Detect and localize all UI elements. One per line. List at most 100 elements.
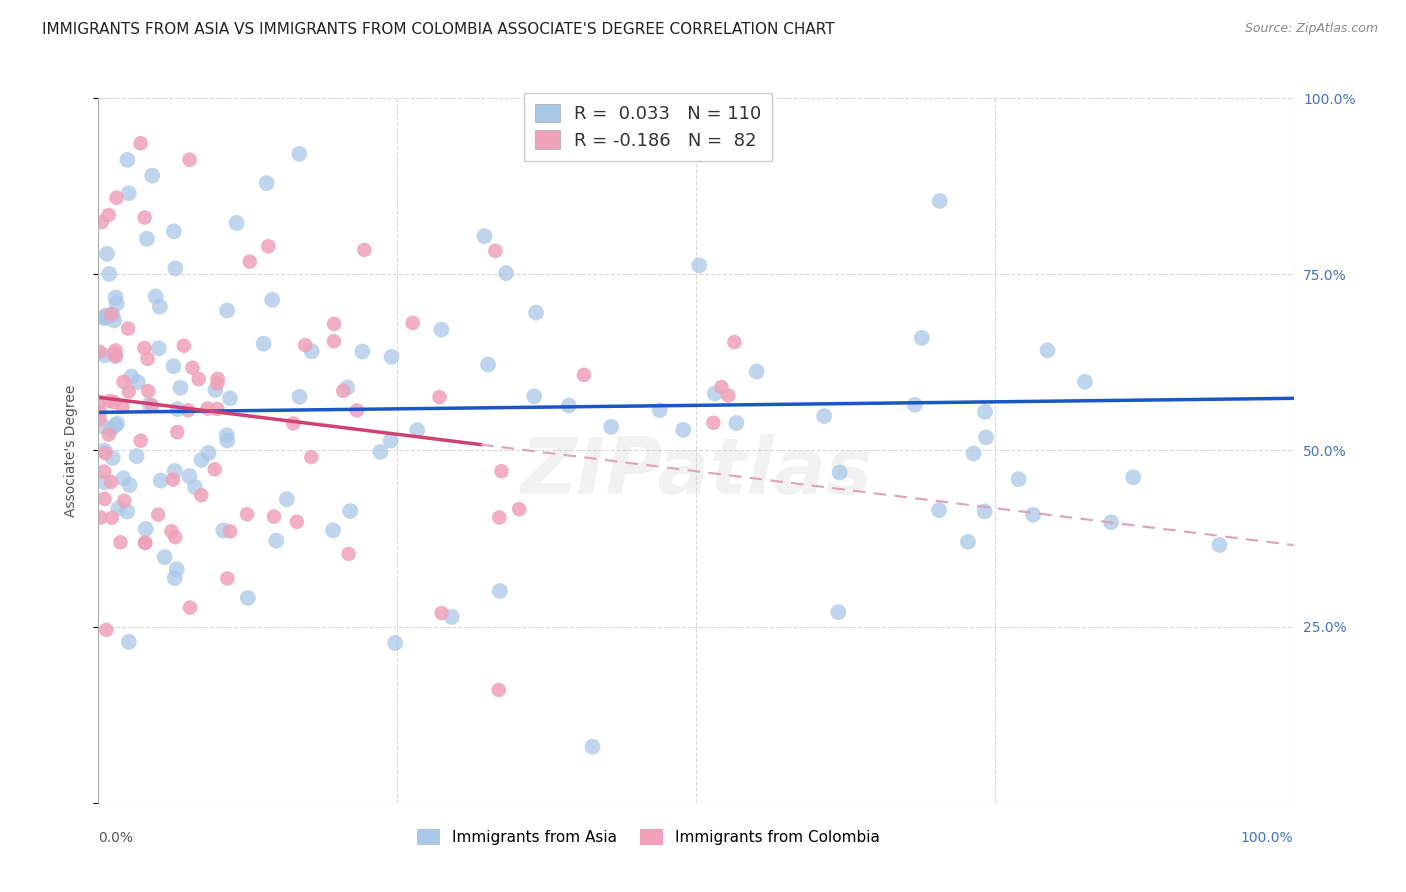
Point xyxy=(430,606,453,620)
Point xyxy=(166,402,188,417)
Point xyxy=(339,504,361,518)
Point xyxy=(93,311,115,326)
Point xyxy=(105,296,128,310)
Point xyxy=(104,290,127,304)
Point xyxy=(89,395,111,409)
Point xyxy=(301,344,323,359)
Point xyxy=(215,428,238,442)
Point xyxy=(813,409,835,423)
Point xyxy=(89,412,111,426)
Point xyxy=(252,336,274,351)
Point xyxy=(600,420,623,434)
Point xyxy=(217,303,239,318)
Point xyxy=(96,623,118,637)
Point xyxy=(93,491,115,506)
Point xyxy=(207,401,229,416)
Point xyxy=(337,547,360,561)
Point xyxy=(103,347,125,361)
Point xyxy=(1208,538,1230,552)
Point xyxy=(299,450,322,464)
Point xyxy=(163,224,186,238)
Point xyxy=(96,247,118,261)
Point xyxy=(495,266,517,280)
Point xyxy=(332,384,354,398)
Point xyxy=(911,331,934,345)
Point xyxy=(489,584,512,599)
Point xyxy=(115,504,138,518)
Point xyxy=(129,434,152,448)
Point xyxy=(125,449,148,463)
Y-axis label: Associate's Degree: Associate's Degree xyxy=(63,384,77,516)
Point xyxy=(134,536,156,550)
Point xyxy=(236,591,259,605)
Point xyxy=(648,403,671,417)
Point xyxy=(346,403,368,417)
Point xyxy=(117,153,139,167)
Point xyxy=(90,215,112,229)
Point xyxy=(190,488,212,502)
Point xyxy=(239,254,262,268)
Point xyxy=(956,534,979,549)
Legend: Immigrants from Asia, Immigrants from Colombia: Immigrants from Asia, Immigrants from Co… xyxy=(411,823,886,852)
Point xyxy=(484,244,506,258)
Point xyxy=(110,535,132,549)
Point xyxy=(323,317,346,331)
Point xyxy=(149,474,172,488)
Point xyxy=(184,480,207,494)
Point xyxy=(219,524,242,539)
Point xyxy=(827,605,849,619)
Point xyxy=(181,360,204,375)
Point xyxy=(828,466,851,480)
Point xyxy=(1074,375,1097,389)
Point xyxy=(118,384,141,399)
Point xyxy=(93,475,115,489)
Point xyxy=(112,375,135,389)
Point xyxy=(288,147,311,161)
Point xyxy=(491,464,513,478)
Point xyxy=(163,571,186,585)
Point xyxy=(352,344,374,359)
Point xyxy=(120,369,142,384)
Point xyxy=(100,423,122,437)
Point xyxy=(477,358,499,372)
Point xyxy=(283,417,305,431)
Point xyxy=(162,359,184,374)
Point xyxy=(723,335,745,350)
Point xyxy=(928,503,950,517)
Point xyxy=(962,446,984,460)
Point xyxy=(430,323,453,337)
Point xyxy=(105,417,128,431)
Point xyxy=(118,186,141,201)
Point xyxy=(93,348,115,362)
Point xyxy=(217,572,239,586)
Point xyxy=(98,267,121,281)
Point xyxy=(904,398,927,412)
Point xyxy=(111,400,134,414)
Point xyxy=(581,739,603,754)
Point xyxy=(177,403,200,417)
Point xyxy=(103,395,125,409)
Point xyxy=(134,535,156,549)
Point xyxy=(212,524,235,538)
Point xyxy=(225,216,247,230)
Point xyxy=(973,504,995,518)
Point xyxy=(402,316,425,330)
Point xyxy=(98,394,121,409)
Point xyxy=(474,229,496,244)
Point xyxy=(100,475,122,489)
Point xyxy=(974,430,997,444)
Point xyxy=(148,341,170,355)
Point xyxy=(138,398,160,412)
Point xyxy=(104,343,127,358)
Point xyxy=(1099,515,1122,529)
Point xyxy=(703,386,725,401)
Point xyxy=(190,453,212,467)
Point xyxy=(672,423,695,437)
Point xyxy=(160,524,183,539)
Point xyxy=(207,376,229,391)
Point xyxy=(169,381,191,395)
Point xyxy=(197,446,219,460)
Point xyxy=(266,533,288,548)
Point xyxy=(93,443,115,458)
Point xyxy=(166,562,188,576)
